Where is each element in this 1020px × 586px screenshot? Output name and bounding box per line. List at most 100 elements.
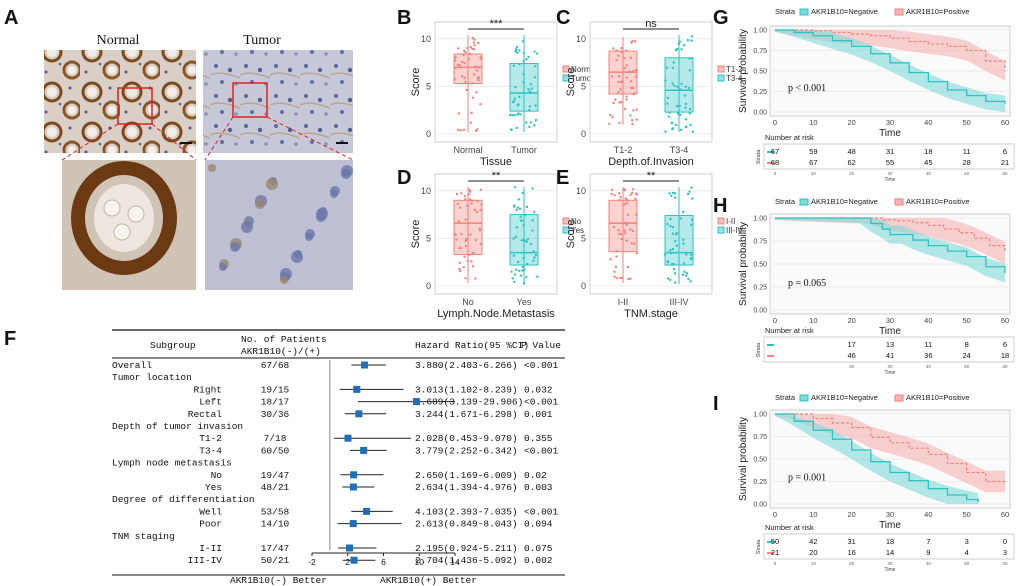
y-axis-label: Survival probability <box>738 29 749 113</box>
data-point <box>464 276 467 280</box>
x-tick-label: 50 <box>962 510 970 519</box>
data-point <box>691 218 694 221</box>
data-point <box>680 48 683 51</box>
data-point <box>625 95 628 98</box>
data-point <box>463 62 466 65</box>
data-point <box>620 46 623 50</box>
risk-tick-label: 60 <box>1002 171 1008 176</box>
hr-marker <box>360 446 368 454</box>
row-label: Right <box>193 384 222 395</box>
risk-positive: 21 <box>1001 158 1009 167</box>
data-point <box>691 197 694 200</box>
data-point <box>466 259 469 263</box>
hr-marker <box>349 483 357 491</box>
data-point <box>684 118 688 121</box>
hr-marker <box>361 361 369 369</box>
data-point <box>618 198 621 202</box>
ci-band-negative <box>775 414 979 504</box>
data-point <box>532 250 535 253</box>
data-point <box>453 77 456 81</box>
data-point <box>480 203 483 206</box>
risk-positive: 24 <box>962 351 970 360</box>
x-tick-label: 60 <box>1001 118 1009 127</box>
data-point <box>673 196 677 199</box>
data-point <box>671 66 674 70</box>
data-point <box>675 232 679 235</box>
x-tick-label: III-IV <box>669 297 688 307</box>
row-label: Lymph node metastasis <box>112 458 232 469</box>
y-tick-label: 0 <box>581 129 586 139</box>
y-tick-label: 0.75 <box>753 434 767 441</box>
footer-left: AKR1B10(-) Better <box>230 575 327 586</box>
row-p-value: <0.001 <box>524 360 559 371</box>
risk-strata-label: Strata <box>756 149 762 165</box>
data-point <box>620 237 623 241</box>
significance-label: ** <box>647 170 656 182</box>
data-point <box>464 197 467 201</box>
data-point <box>464 81 467 84</box>
data-point <box>467 193 471 196</box>
data-point <box>679 217 682 220</box>
data-point <box>635 193 639 196</box>
row-patients: 60/50 <box>261 445 290 456</box>
nucleus <box>305 233 313 241</box>
data-point <box>464 50 467 54</box>
data-point <box>456 202 460 206</box>
data-point <box>608 113 612 117</box>
data-point <box>508 113 512 117</box>
risk-negative: 17 <box>847 340 855 349</box>
data-point <box>676 85 679 88</box>
panel-label-d: D <box>397 167 411 189</box>
data-point <box>672 262 675 266</box>
risk-negative: 67 <box>771 147 779 156</box>
data-point <box>672 61 675 64</box>
legend-key-negative <box>799 198 809 206</box>
data-point <box>474 277 477 280</box>
x-tick-label: T3-4 <box>670 145 689 155</box>
data-point <box>468 198 472 201</box>
data-point <box>536 275 539 278</box>
nucleus <box>208 164 216 172</box>
zoom-line <box>204 116 234 161</box>
data-point <box>614 98 617 101</box>
header-p-value: P Value <box>521 340 561 351</box>
data-point <box>522 81 525 84</box>
data-point <box>683 270 686 273</box>
row-hazard-ratio: 3.880(2.403-6.266) <box>415 360 518 371</box>
goblet-cell <box>103 199 121 217</box>
legend-title: Strata <box>775 197 796 206</box>
data-point <box>520 239 523 242</box>
risk-positive: 67 <box>809 158 817 167</box>
row-hazard-ratio: 3.779(2.252-6.342) <box>415 445 518 456</box>
nucleus <box>280 276 288 284</box>
data-point <box>522 60 525 63</box>
y-tick-label: 1.00 <box>753 216 767 223</box>
data-point <box>619 88 622 91</box>
legend-label: Normal <box>571 65 597 74</box>
data-point <box>629 193 632 197</box>
plot-area <box>434 21 558 143</box>
data-point <box>689 280 692 283</box>
risk-time-label: Time <box>885 177 896 183</box>
x-tick-label: 60 <box>1001 510 1009 519</box>
header-patients-sub: AKR1B10(-)/(+) <box>241 346 321 357</box>
data-point <box>667 115 671 118</box>
hr-marker <box>349 520 357 528</box>
data-point <box>683 94 687 97</box>
x-tick-label: -2 <box>308 557 316 567</box>
legend-key-positive <box>894 394 904 402</box>
y-tick-label: 10 <box>421 186 431 196</box>
data-point <box>517 112 520 115</box>
data-point <box>684 85 687 88</box>
data-point <box>529 83 533 86</box>
data-point <box>521 269 524 272</box>
risk-tick-label: 0 <box>774 171 777 176</box>
hr-marker <box>412 398 420 406</box>
risk-negative: 31 <box>886 147 894 156</box>
data-point <box>673 281 677 284</box>
data-point <box>688 112 692 115</box>
risk-positive: 68 <box>771 158 779 167</box>
y-axis-label: Score <box>410 68 422 97</box>
data-point <box>522 73 525 76</box>
data-point <box>625 199 629 202</box>
